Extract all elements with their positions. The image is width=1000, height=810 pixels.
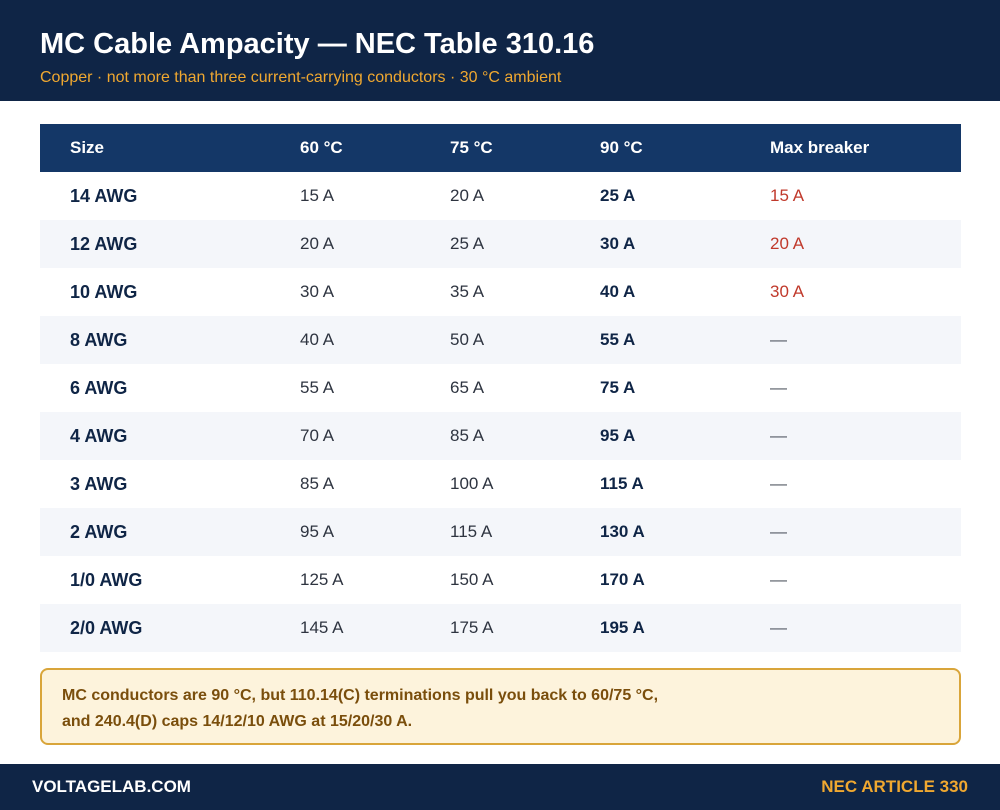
cell-size: 6 AWG: [70, 378, 128, 398]
table-header-row: Size 60 °C 75 °C 90 °C Max breaker: [40, 124, 961, 172]
table-row: 10 AWG 30 A 35 A 40 A 30 A: [40, 268, 961, 316]
page-footer: VOLTAGELAB.COM NEC ARTICLE 330: [0, 764, 1000, 810]
cell-75c: 35 A: [450, 282, 485, 301]
cell-60c: 145 A: [300, 618, 344, 637]
column-header-size: Size: [70, 138, 105, 157]
table-row: 4 AWG 70 A 85 A 95 A —: [40, 412, 961, 460]
cell-60c: 125 A: [300, 570, 344, 589]
cell-60c: 15 A: [300, 186, 335, 205]
table-row: 2 AWG 95 A 115 A 130 A —: [40, 508, 961, 556]
cell-size: 2 AWG: [70, 522, 128, 542]
table-row: 12 AWG 20 A 25 A 30 A 20 A: [40, 220, 961, 268]
cell-75c: 20 A: [450, 186, 485, 205]
table-row: 3 AWG 85 A 100 A 115 A —: [40, 460, 961, 508]
cell-size: 14 AWG: [70, 186, 138, 206]
cell-max-breaker: 30 A: [770, 282, 805, 301]
cell-max-breaker: —: [770, 618, 787, 637]
cell-60c: 30 A: [300, 282, 335, 301]
cell-90c: 30 A: [600, 234, 636, 253]
cell-size: 1/0 AWG: [70, 570, 143, 590]
page-subtitle: Copper · not more than three current-car…: [40, 69, 562, 86]
cell-size: 8 AWG: [70, 330, 128, 350]
cell-90c: 75 A: [600, 378, 636, 397]
cell-75c: 175 A: [450, 618, 494, 637]
cell-60c: 55 A: [300, 378, 335, 397]
cell-size: 4 AWG: [70, 426, 128, 446]
cell-max-breaker: —: [770, 474, 787, 493]
column-header-60c: 60 °C: [300, 138, 343, 157]
cell-90c: 55 A: [600, 330, 636, 349]
cell-max-breaker: —: [770, 522, 787, 541]
cell-90c: 115 A: [600, 474, 644, 493]
cell-60c: 95 A: [300, 522, 335, 541]
cell-75c: 85 A: [450, 426, 485, 445]
cell-90c: 95 A: [600, 426, 636, 445]
table-row: 2/0 AWG 145 A 175 A 195 A —: [40, 604, 961, 652]
cell-90c: 130 A: [600, 522, 645, 541]
cell-75c: 65 A: [450, 378, 485, 397]
cell-75c: 25 A: [450, 234, 485, 253]
table-row: 1/0 AWG 125 A 150 A 170 A —: [40, 556, 961, 604]
cell-60c: 70 A: [300, 426, 335, 445]
cell-60c: 85 A: [300, 474, 335, 493]
page-header: MC Cable Ampacity — NEC Table 310.16 Cop…: [0, 0, 1000, 101]
cell-75c: 50 A: [450, 330, 485, 349]
cell-size: 12 AWG: [70, 234, 138, 254]
column-header-75c: 75 °C: [450, 138, 493, 157]
cell-90c: 170 A: [600, 570, 645, 589]
cell-max-breaker: 20 A: [770, 234, 805, 253]
cell-60c: 40 A: [300, 330, 335, 349]
cell-90c: 40 A: [600, 282, 636, 301]
cell-max-breaker: —: [770, 330, 787, 349]
cell-size: 10 AWG: [70, 282, 138, 302]
cell-max-breaker: —: [770, 570, 787, 589]
info-note: MC conductors are 90 °C, but 110.14(C) t…: [40, 668, 961, 745]
cell-75c: 115 A: [450, 522, 493, 541]
cell-max-breaker: —: [770, 426, 787, 445]
cell-max-breaker: —: [770, 378, 787, 397]
cell-90c: 195 A: [600, 618, 645, 637]
cell-size: 3 AWG: [70, 474, 128, 494]
table-row: 8 AWG 40 A 50 A 55 A —: [40, 316, 961, 364]
info-note-text: MC conductors are 90 °C, but 110.14(C) t…: [62, 687, 659, 730]
table-row: 6 AWG 55 A 65 A 75 A —: [40, 364, 961, 412]
ampacity-table: Size 60 °C 75 °C 90 °C Max breaker 14 AW…: [40, 124, 961, 652]
page-title: MC Cable Ampacity — NEC Table 310.16: [40, 28, 595, 60]
cell-75c: 150 A: [450, 570, 494, 589]
cell-90c: 25 A: [600, 186, 636, 205]
table-body: 14 AWG 15 A 20 A 25 A 15 A 12 AWG 20 A 25 A 30 A…: [40, 172, 961, 652]
cell-60c: 20 A: [300, 234, 335, 253]
cell-75c: 100 A: [450, 474, 494, 493]
table-row: 14 AWG 15 A 20 A 25 A 15 A: [40, 172, 961, 220]
cell-size: 2/0 AWG: [70, 618, 143, 638]
footer-reference: NEC ARTICLE 330: [821, 777, 968, 796]
column-header-90c: 90 °C: [600, 138, 643, 157]
column-header-max-breaker: Max breaker: [770, 138, 870, 157]
cell-max-breaker: 15 A: [770, 186, 805, 205]
footer-site: VOLTAGELAB.COM: [32, 777, 191, 796]
